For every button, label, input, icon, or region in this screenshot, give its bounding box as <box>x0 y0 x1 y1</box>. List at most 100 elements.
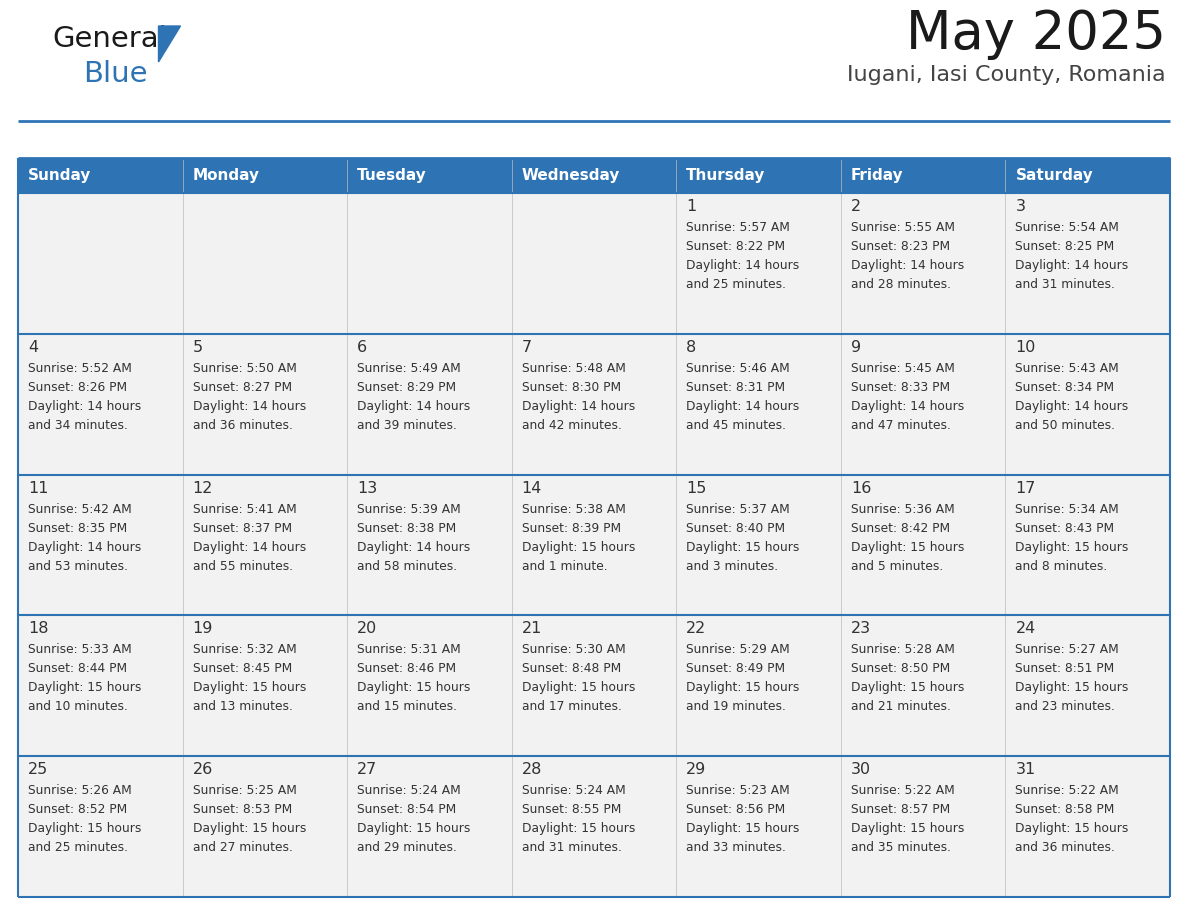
Text: Sunrise: 5:28 AM: Sunrise: 5:28 AM <box>851 644 955 656</box>
Text: 28: 28 <box>522 762 542 778</box>
Text: Sunrise: 5:38 AM: Sunrise: 5:38 AM <box>522 502 626 516</box>
Bar <box>841 193 1005 334</box>
Bar <box>1005 475 1170 615</box>
Text: and 1 minute.: and 1 minute. <box>522 560 607 573</box>
Bar <box>512 193 676 334</box>
Text: Sunset: 8:48 PM: Sunset: 8:48 PM <box>522 663 621 676</box>
Text: Sunrise: 5:57 AM: Sunrise: 5:57 AM <box>687 221 790 234</box>
Text: and 17 minutes.: and 17 minutes. <box>522 700 621 713</box>
Text: Sunrise: 5:42 AM: Sunrise: 5:42 AM <box>29 502 132 516</box>
Text: Daylight: 14 hours: Daylight: 14 hours <box>1016 259 1129 272</box>
Bar <box>347 615 512 756</box>
Text: Sunrise: 5:29 AM: Sunrise: 5:29 AM <box>687 644 790 656</box>
Text: Sunrise: 5:32 AM: Sunrise: 5:32 AM <box>192 644 296 656</box>
Bar <box>676 756 841 897</box>
Bar <box>676 334 841 475</box>
Text: Sunrise: 5:22 AM: Sunrise: 5:22 AM <box>851 784 955 797</box>
Text: and 53 minutes.: and 53 minutes. <box>29 560 128 573</box>
Bar <box>1005 193 1170 334</box>
Bar <box>18 756 183 897</box>
Text: Monday: Monday <box>192 168 259 183</box>
Bar <box>183 615 347 756</box>
Text: Saturday: Saturday <box>1016 168 1093 183</box>
Text: 3: 3 <box>1016 199 1025 214</box>
Text: Wednesday: Wednesday <box>522 168 620 183</box>
Text: 14: 14 <box>522 481 542 496</box>
Text: and 35 minutes.: and 35 minutes. <box>851 841 950 855</box>
Text: and 34 minutes.: and 34 minutes. <box>29 419 128 431</box>
Text: 4: 4 <box>29 340 38 354</box>
Text: and 47 minutes.: and 47 minutes. <box>851 419 950 431</box>
Text: Sunrise: 5:46 AM: Sunrise: 5:46 AM <box>687 362 790 375</box>
Text: Daylight: 15 hours: Daylight: 15 hours <box>687 681 800 694</box>
Text: Sunset: 8:50 PM: Sunset: 8:50 PM <box>851 663 950 676</box>
Text: 29: 29 <box>687 762 707 778</box>
Text: Daylight: 14 hours: Daylight: 14 hours <box>1016 400 1129 413</box>
Text: General: General <box>52 25 166 53</box>
Bar <box>18 193 183 334</box>
Text: Daylight: 15 hours: Daylight: 15 hours <box>522 541 636 554</box>
Text: Sunset: 8:34 PM: Sunset: 8:34 PM <box>1016 381 1114 394</box>
Text: Sunday: Sunday <box>29 168 91 183</box>
Text: and 28 minutes.: and 28 minutes. <box>851 278 950 291</box>
Text: and 50 minutes.: and 50 minutes. <box>1016 419 1116 431</box>
Text: Sunset: 8:33 PM: Sunset: 8:33 PM <box>851 381 950 394</box>
Text: 31: 31 <box>1016 762 1036 778</box>
Text: Daylight: 14 hours: Daylight: 14 hours <box>687 400 800 413</box>
Text: and 45 minutes.: and 45 minutes. <box>687 419 786 431</box>
Text: 23: 23 <box>851 621 871 636</box>
Text: Daylight: 15 hours: Daylight: 15 hours <box>851 681 965 694</box>
Text: and 31 minutes.: and 31 minutes. <box>1016 278 1116 291</box>
Bar <box>1005 615 1170 756</box>
Text: Sunset: 8:46 PM: Sunset: 8:46 PM <box>358 663 456 676</box>
Text: Daylight: 14 hours: Daylight: 14 hours <box>192 400 305 413</box>
Text: and 42 minutes.: and 42 minutes. <box>522 419 621 431</box>
Text: Daylight: 15 hours: Daylight: 15 hours <box>687 541 800 554</box>
Text: Sunrise: 5:33 AM: Sunrise: 5:33 AM <box>29 644 132 656</box>
Text: 12: 12 <box>192 481 213 496</box>
Text: Sunset: 8:58 PM: Sunset: 8:58 PM <box>1016 803 1114 816</box>
Text: Sunrise: 5:39 AM: Sunrise: 5:39 AM <box>358 502 461 516</box>
Bar <box>347 756 512 897</box>
Text: Daylight: 15 hours: Daylight: 15 hours <box>29 823 141 835</box>
Text: 7: 7 <box>522 340 532 354</box>
Text: Sunrise: 5:50 AM: Sunrise: 5:50 AM <box>192 362 297 375</box>
Text: Sunrise: 5:43 AM: Sunrise: 5:43 AM <box>1016 362 1119 375</box>
Bar <box>676 193 841 334</box>
Text: and 5 minutes.: and 5 minutes. <box>851 560 943 573</box>
Bar <box>183 756 347 897</box>
Text: Sunrise: 5:22 AM: Sunrise: 5:22 AM <box>1016 784 1119 797</box>
Text: Daylight: 14 hours: Daylight: 14 hours <box>29 400 141 413</box>
Text: Sunset: 8:29 PM: Sunset: 8:29 PM <box>358 381 456 394</box>
Text: Sunrise: 5:31 AM: Sunrise: 5:31 AM <box>358 644 461 656</box>
Text: Daylight: 15 hours: Daylight: 15 hours <box>192 681 307 694</box>
Text: and 10 minutes.: and 10 minutes. <box>29 700 128 713</box>
Text: Sunset: 8:49 PM: Sunset: 8:49 PM <box>687 663 785 676</box>
Text: Sunset: 8:57 PM: Sunset: 8:57 PM <box>851 803 950 816</box>
Bar <box>18 158 1170 193</box>
Text: 15: 15 <box>687 481 707 496</box>
Text: 13: 13 <box>358 481 378 496</box>
Text: and 13 minutes.: and 13 minutes. <box>192 700 292 713</box>
Text: 8: 8 <box>687 340 696 354</box>
Text: 19: 19 <box>192 621 213 636</box>
Text: Sunset: 8:55 PM: Sunset: 8:55 PM <box>522 803 621 816</box>
Text: Sunset: 8:30 PM: Sunset: 8:30 PM <box>522 381 621 394</box>
Text: and 55 minutes.: and 55 minutes. <box>192 560 292 573</box>
Text: Daylight: 14 hours: Daylight: 14 hours <box>192 541 305 554</box>
Text: Sunset: 8:23 PM: Sunset: 8:23 PM <box>851 240 950 253</box>
Text: Tuesday: Tuesday <box>358 168 426 183</box>
Bar <box>841 475 1005 615</box>
Bar <box>512 475 676 615</box>
Text: Sunset: 8:35 PM: Sunset: 8:35 PM <box>29 521 127 534</box>
Text: 17: 17 <box>1016 481 1036 496</box>
Text: Sunset: 8:51 PM: Sunset: 8:51 PM <box>1016 663 1114 676</box>
Bar <box>18 334 183 475</box>
Text: Sunrise: 5:25 AM: Sunrise: 5:25 AM <box>192 784 297 797</box>
Text: Sunrise: 5:27 AM: Sunrise: 5:27 AM <box>1016 644 1119 656</box>
Bar <box>1005 756 1170 897</box>
Text: and 25 minutes.: and 25 minutes. <box>687 278 786 291</box>
Bar <box>18 615 183 756</box>
Text: and 15 minutes.: and 15 minutes. <box>358 700 457 713</box>
Text: 2: 2 <box>851 199 861 214</box>
